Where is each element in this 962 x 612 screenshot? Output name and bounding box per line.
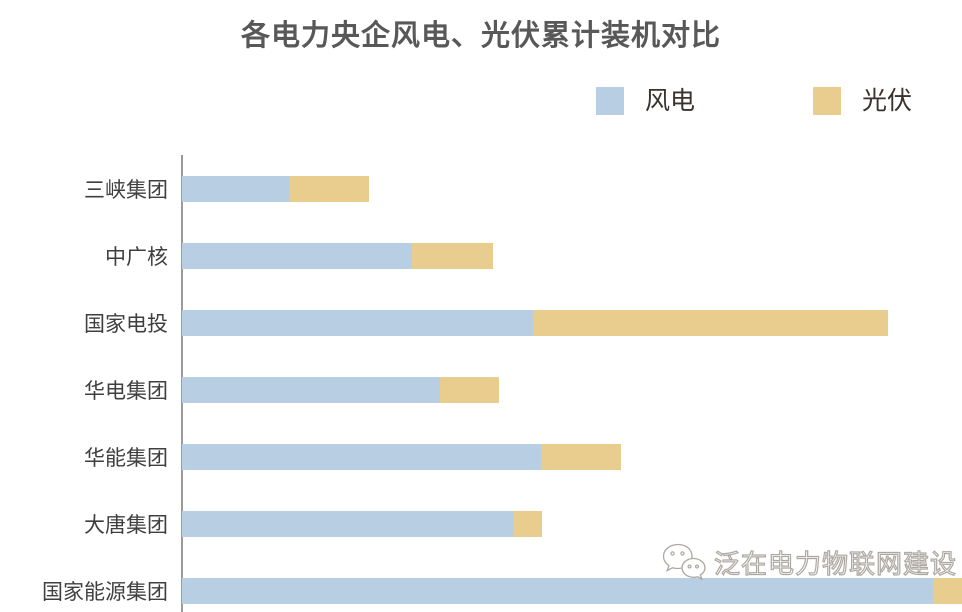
bar-row: 国家能源集团 — [0, 557, 962, 612]
plot-area: 三峡集团 中广核 国家电投 华电集团 华能集团 大 — [0, 155, 962, 612]
stacked-bar — [182, 175, 369, 202]
bar-segment-solar — [541, 443, 621, 470]
stacked-bar — [182, 443, 621, 470]
stacked-bar — [182, 376, 499, 403]
bar-row: 国家电投 — [0, 289, 962, 356]
bar-segment-wind — [182, 242, 412, 269]
watermark-text: 泛在电力物联网建设 — [713, 549, 958, 580]
stacked-bar — [182, 309, 888, 336]
legend-wind-label: 风电 — [645, 86, 696, 115]
legend-solar-swatch — [813, 87, 841, 115]
bar-row: 大唐集团 — [0, 490, 962, 557]
bar-segment-wind — [182, 175, 290, 202]
bar-segment-wind — [182, 443, 541, 470]
category-label: 中广核 — [105, 244, 168, 269]
chart-rows: 三峡集团 中广核 国家电投 华电集团 华能集团 大 — [0, 155, 962, 612]
bar-segment-solar — [533, 309, 888, 336]
category-label: 大唐集团 — [84, 512, 168, 537]
bar-row: 中广核 — [0, 222, 962, 289]
watermark: 泛在电力物联网建设 — [660, 541, 957, 583]
bar-segment-solar — [440, 376, 499, 403]
bar-segment-solar — [412, 242, 493, 269]
category-label: 华电集团 — [84, 378, 168, 403]
bar-segment-wind — [182, 309, 533, 336]
bar-segment-solar — [514, 510, 542, 537]
chart-title: 各电力央企风电、光伏累计装机对比 — [240, 18, 721, 52]
bar-row: 华能集团 — [0, 423, 962, 490]
bar-segment-wind — [182, 376, 440, 403]
category-label: 三峡集团 — [84, 177, 168, 202]
bar-row: 三峡集团 — [0, 155, 962, 222]
bar-segment-solar — [290, 175, 369, 202]
bar-segment-wind — [182, 577, 933, 604]
category-label: 国家能源集团 — [42, 579, 168, 604]
stacked-bar — [182, 510, 542, 537]
bar-segment-solar — [933, 577, 962, 604]
category-label: 华能集团 — [84, 445, 168, 470]
bar-segment-wind — [182, 510, 514, 537]
legend-wind-swatch — [596, 87, 624, 115]
category-label: 国家电投 — [84, 311, 168, 336]
bar-row: 华电集团 — [0, 356, 962, 423]
stacked-bar — [182, 242, 493, 269]
stacked-bar — [182, 577, 962, 604]
wechat-icon — [662, 543, 706, 581]
legend-solar-label: 光伏 — [862, 86, 913, 115]
